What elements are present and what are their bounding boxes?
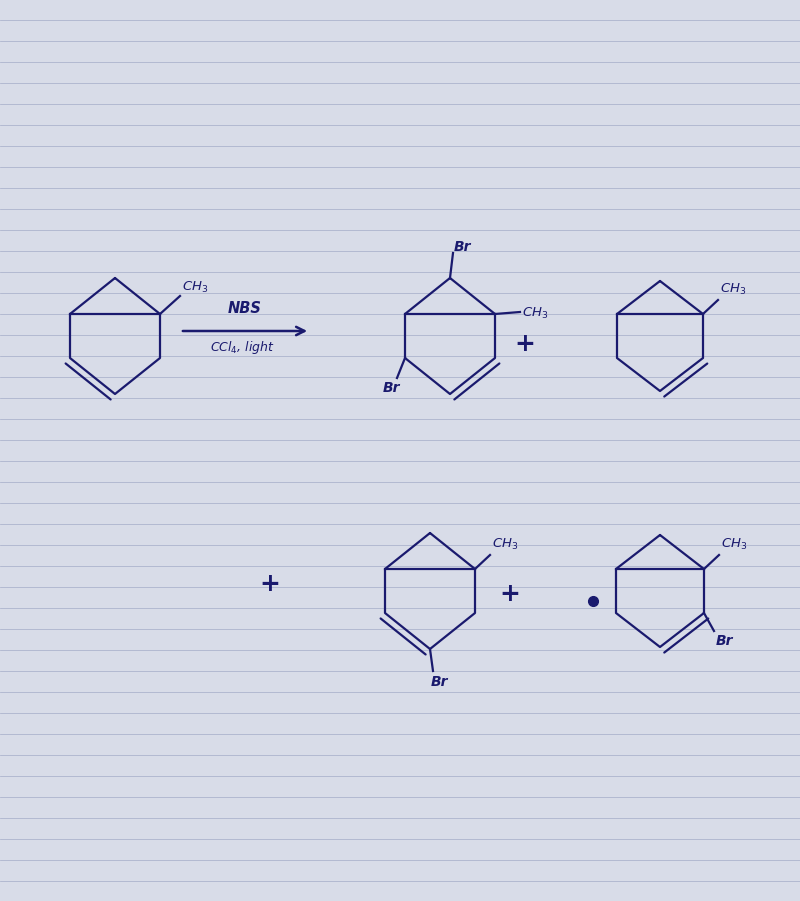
Text: $CCl_4$, light: $CCl_4$, light [210,339,274,356]
Text: $CH_3$: $CH_3$ [522,305,548,321]
Text: $CH_3$: $CH_3$ [492,537,518,552]
Text: $CH_3$: $CH_3$ [720,282,746,297]
Text: $CH_3$: $CH_3$ [182,280,208,295]
Text: $CH_3$: $CH_3$ [721,537,747,552]
Text: +: + [499,582,521,606]
Text: Br: Br [716,634,734,648]
Text: NBS: NBS [228,301,262,316]
Text: +: + [514,332,535,356]
Text: Br: Br [454,240,471,254]
Text: Br: Br [383,381,401,395]
Text: Br: Br [431,675,449,689]
Text: +: + [259,572,281,596]
